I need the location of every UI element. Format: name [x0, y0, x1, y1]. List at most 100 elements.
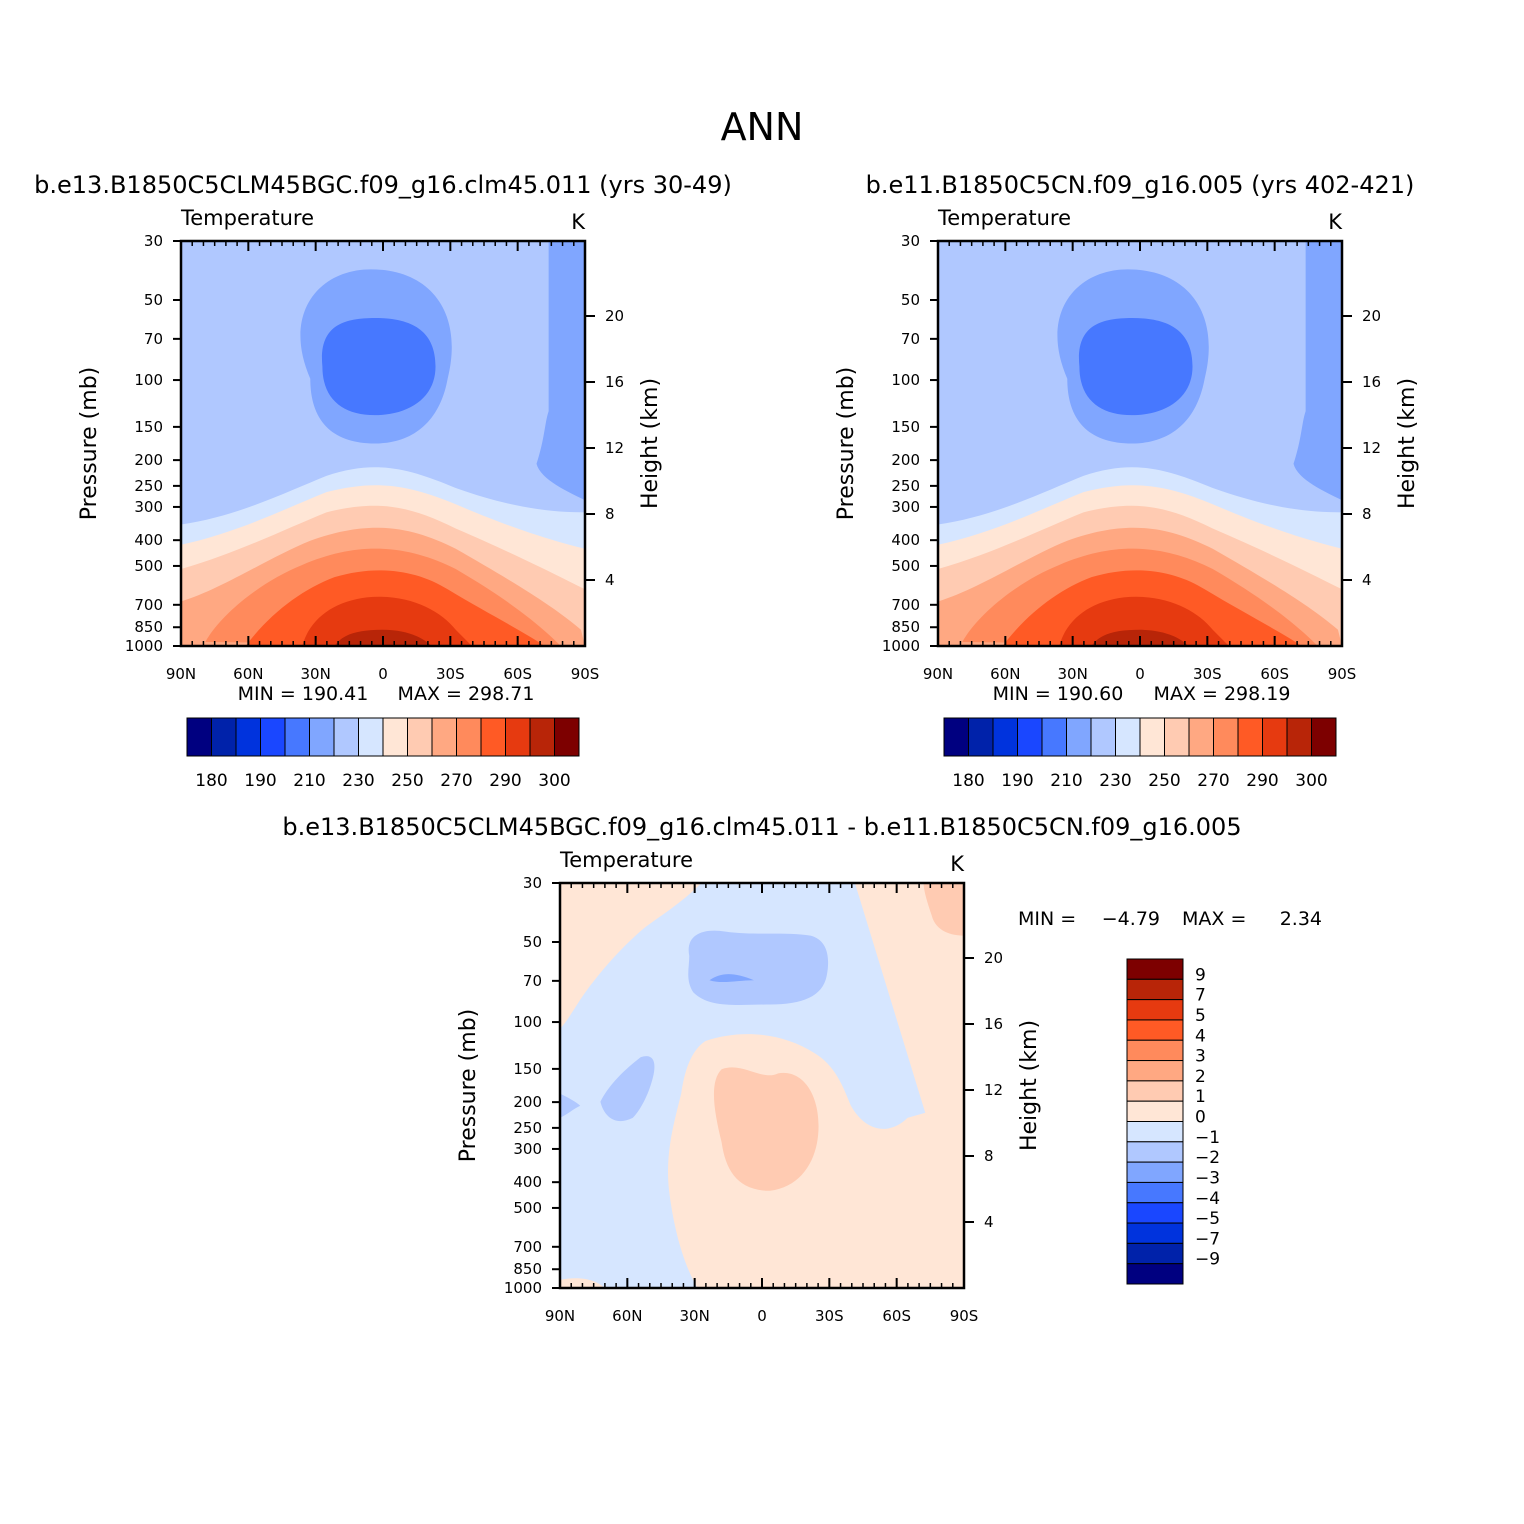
y2-tick-label: 4	[984, 1213, 994, 1231]
y-tick-label: 50	[523, 933, 542, 951]
colorbar-box	[1115, 717, 1141, 757]
panel-units-label: K	[1328, 210, 1343, 234]
colorbar-label: 0	[1195, 1108, 1206, 1128]
colorbar-box	[1286, 717, 1312, 757]
panel-title: b.e13.B1850C5CLM45BGC.f09_g16.clm45.011 …	[282, 813, 1241, 841]
colorbar-label: −4	[1195, 1189, 1220, 1209]
colorbar-label: 210	[1050, 771, 1082, 791]
y-tick-label: 400	[891, 531, 920, 549]
y-tick-label: 150	[134, 418, 163, 436]
colorbar-box	[260, 717, 286, 757]
colorbar-label: 190	[1001, 771, 1033, 791]
y-axis-title: Pressure (mb)	[834, 367, 859, 521]
colorbar-box	[1126, 1060, 1184, 1082]
y2-axis-title: Height (km)	[638, 378, 663, 509]
y-tick-label: 150	[513, 1060, 542, 1078]
colorbar-label: −3	[1195, 1168, 1220, 1188]
max-value: 2.34	[1280, 908, 1322, 930]
contour-field	[181, 241, 585, 646]
colorbar-box	[358, 717, 384, 757]
y-tick-label: 100	[513, 1013, 542, 1031]
colorbar-label: 250	[1148, 771, 1180, 791]
colorbar-box	[1126, 1161, 1184, 1183]
y-tick-label: 850	[134, 618, 163, 636]
colorbar-label: 250	[391, 771, 423, 791]
colorbar-box	[211, 717, 237, 757]
contour-tropical-cold-core	[321, 317, 436, 416]
contour-field	[938, 241, 1342, 646]
colorbar-label: 210	[293, 771, 325, 791]
min-label: MIN = 190.41	[238, 683, 369, 705]
y-tick-label: 250	[891, 477, 920, 495]
x-tick-label: 60S	[882, 1307, 911, 1325]
colorbar-label: −9	[1195, 1250, 1220, 1270]
contour-nh-midlat-negative	[600, 1056, 655, 1122]
x-tick-label: 90S	[571, 665, 600, 683]
colorbar-box	[1262, 717, 1288, 757]
colorbar-box	[1126, 999, 1184, 1021]
colorbar-box	[431, 717, 457, 757]
x-tick-label: 60N	[990, 665, 1020, 683]
y-axis-title: Pressure (mb)	[77, 367, 102, 521]
y-axis-title: Pressure (mb)	[456, 1009, 481, 1163]
y-tick-label: 500	[891, 557, 920, 575]
colorbar-box	[186, 717, 212, 757]
colorbar-box	[1126, 1121, 1184, 1143]
contour-tropical-cold-core	[1078, 317, 1193, 416]
y-tick-label: 1000	[882, 637, 920, 655]
y2-tick-label: 8	[1362, 505, 1372, 523]
y-tick-label: 1000	[125, 637, 163, 655]
contour-nh-polar-negative-lobe	[560, 1093, 581, 1118]
y2-axis-title: Height (km)	[1395, 378, 1420, 509]
panel-left-label: Temperature	[937, 206, 1071, 230]
contour-tropical-positive-core	[713, 1067, 819, 1191]
panels: b.e13.B1850C5CLM45BGC.f09_g16.clm45.011 …	[34, 171, 1420, 1325]
y-tick-label: 70	[144, 330, 163, 348]
colorbar-box	[1126, 978, 1184, 1001]
panel-title: b.e11.B1850C5CN.f09_g16.005 (yrs 402-421…	[866, 171, 1415, 199]
panel-p1: b.e13.B1850C5CLM45BGC.f09_g16.clm45.011 …	[34, 171, 732, 791]
y2-tick-label: 12	[605, 439, 624, 457]
colorbar-box	[1126, 1263, 1184, 1285]
colorbar-label: 300	[538, 771, 570, 791]
colorbar-label: 270	[1197, 771, 1229, 791]
y2-tick-label: 20	[1362, 307, 1381, 325]
panel-units-label: K	[950, 852, 965, 876]
colorbar-box	[1126, 1019, 1184, 1041]
y-tick-label: 150	[891, 418, 920, 436]
x-tick-label: 30N	[1058, 665, 1088, 683]
y-tick-label: 30	[901, 232, 920, 250]
panel-p3: b.e13.B1850C5CLM45BGC.f09_g16.clm45.011 …	[282, 813, 1322, 1325]
x-tick-label: 30S	[815, 1307, 844, 1325]
panel-title: b.e13.B1850C5CLM45BGC.f09_g16.clm45.011 …	[34, 171, 732, 199]
colorbar-box	[1126, 1100, 1184, 1122]
contour-field	[560, 883, 964, 1288]
colorbar-box	[480, 717, 506, 757]
y-tick-label: 50	[901, 291, 920, 309]
max-text: MAX =	[1182, 908, 1246, 930]
y-tick-label: 70	[901, 330, 920, 348]
colorbar-label: 3	[1195, 1047, 1206, 1067]
y-tick-label: 700	[891, 596, 920, 614]
colorbar-box	[407, 717, 433, 757]
y2-tick-label: 20	[605, 307, 624, 325]
colorbar-label: 5	[1195, 1006, 1206, 1026]
colorbar-box	[284, 717, 310, 757]
panel-left-label: Temperature	[180, 206, 314, 230]
contour-sh-polar-positive	[854, 883, 964, 1288]
y-tick-label: 1000	[504, 1279, 542, 1297]
min-value: −4.79	[1102, 908, 1160, 930]
panel-left-label: Temperature	[559, 848, 693, 872]
max-label: MAX = 298.19	[1154, 683, 1291, 705]
colorbar-label: 270	[440, 771, 472, 791]
x-tick-label: 90S	[1328, 665, 1357, 683]
y-tick-label: 500	[134, 557, 163, 575]
colorbar-box	[1041, 717, 1067, 757]
contour-sh-polar-upper-core	[923, 883, 964, 936]
colorbar-label: −7	[1195, 1229, 1220, 1249]
colorbar-label: 290	[489, 771, 521, 791]
y2-tick-label: 12	[1362, 439, 1381, 457]
max-label: MAX = 298.71	[398, 683, 535, 705]
colorbar-box	[1126, 958, 1184, 980]
